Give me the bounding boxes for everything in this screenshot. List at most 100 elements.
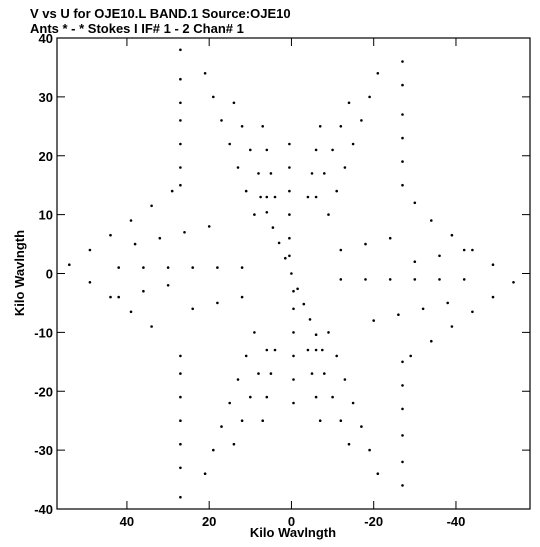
uv-point: [446, 301, 450, 305]
uv-point: [236, 378, 240, 381]
uv-point: [491, 295, 495, 299]
uv-point: [364, 242, 367, 246]
uv-point: [310, 172, 314, 175]
uv-point: [257, 172, 260, 175]
uv-point: [296, 287, 299, 291]
uv-point: [471, 310, 474, 314]
uv-point: [413, 201, 417, 205]
uv-point: [277, 241, 281, 245]
uv-point: [269, 172, 273, 175]
uv-point: [191, 307, 194, 311]
uv-point: [257, 372, 260, 375]
uv-point: [335, 354, 339, 358]
uv-point: [273, 348, 277, 352]
uv-point: [117, 295, 120, 299]
uv-point: [401, 60, 404, 63]
uv-point: [228, 401, 231, 405]
uv-point: [240, 295, 244, 299]
uv-point: [430, 339, 433, 343]
uv-point: [339, 248, 343, 252]
uv-point: [339, 125, 343, 128]
uv-point: [261, 419, 265, 423]
uv-point: [302, 302, 306, 306]
uv-point: [292, 354, 295, 358]
uv-point: [331, 148, 334, 152]
uv-point: [401, 183, 404, 187]
uv-point: [249, 148, 252, 152]
uv-point: [133, 242, 137, 246]
uv-point: [129, 310, 133, 314]
uv-point: [413, 278, 417, 281]
uv-point: [265, 211, 269, 214]
uv-point: [179, 419, 182, 423]
uv-point: [314, 395, 318, 399]
x-tick-label: -20: [364, 514, 383, 529]
uv-point: [288, 213, 291, 216]
y-tick-label: -10: [34, 325, 53, 340]
uv-point: [109, 295, 112, 299]
uv-point: [166, 284, 170, 287]
uv-point: [212, 95, 215, 99]
plot-title-line-1: V vs U for OJE10.L BAND.1 Source:OJE10: [30, 6, 291, 21]
uv-points: [68, 48, 515, 499]
x-tick-label: 0: [288, 514, 295, 529]
uv-point: [129, 219, 133, 222]
uv-point: [179, 395, 182, 399]
uv-point: [388, 278, 392, 281]
uv-point: [310, 372, 314, 375]
uv-point: [216, 266, 219, 269]
uv-point: [166, 266, 170, 269]
uv-point: [232, 101, 236, 105]
uv-point: [318, 419, 322, 423]
uv-point: [191, 266, 194, 269]
uv-point: [88, 248, 92, 252]
uv-point: [306, 348, 310, 352]
uv-point: [376, 72, 380, 75]
uv-point: [314, 195, 318, 199]
plot-frame: [56, 37, 531, 510]
uv-point: [240, 125, 244, 128]
uv-point: [179, 466, 182, 470]
uv-point: [203, 472, 207, 476]
uv-point: [318, 125, 322, 128]
uv-point: [292, 378, 295, 381]
uv-point: [288, 189, 291, 193]
uv-point: [292, 401, 295, 405]
uv-point: [183, 231, 186, 234]
uv-point: [491, 263, 495, 267]
uv-point: [401, 384, 404, 387]
uv-point: [314, 333, 318, 337]
uv-point: [244, 189, 248, 193]
uv-point: [351, 142, 355, 146]
uv-point: [323, 372, 326, 375]
uv-point: [409, 354, 413, 358]
uv-point: [368, 95, 371, 99]
uv-point: [347, 101, 351, 105]
uv-point: [284, 256, 287, 260]
uv-point: [158, 236, 162, 240]
uv-point: [308, 318, 312, 321]
uv-point: [397, 313, 400, 317]
uv-point: [314, 348, 318, 352]
uv-point: [343, 166, 347, 169]
uv-point: [450, 325, 454, 328]
uv-point: [253, 331, 256, 334]
uv-point: [462, 278, 466, 281]
uv-point: [401, 83, 404, 87]
uv-point: [290, 272, 293, 275]
uv-point: [438, 254, 441, 258]
uv-point: [450, 233, 454, 237]
x-axis: 40 20 0 -20 -40: [120, 38, 465, 529]
uv-point: [142, 266, 145, 269]
uv-point: [360, 425, 363, 428]
uv-point: [179, 372, 182, 375]
uv-point: [401, 460, 404, 464]
uv-point: [351, 401, 355, 405]
uv-point: [321, 348, 324, 352]
y-tick-label: 10: [39, 208, 53, 223]
uv-point: [323, 172, 326, 175]
uv-point: [314, 148, 318, 152]
uv-point: [292, 289, 295, 293]
uv-point: [179, 119, 182, 122]
uv-point: [401, 434, 404, 437]
